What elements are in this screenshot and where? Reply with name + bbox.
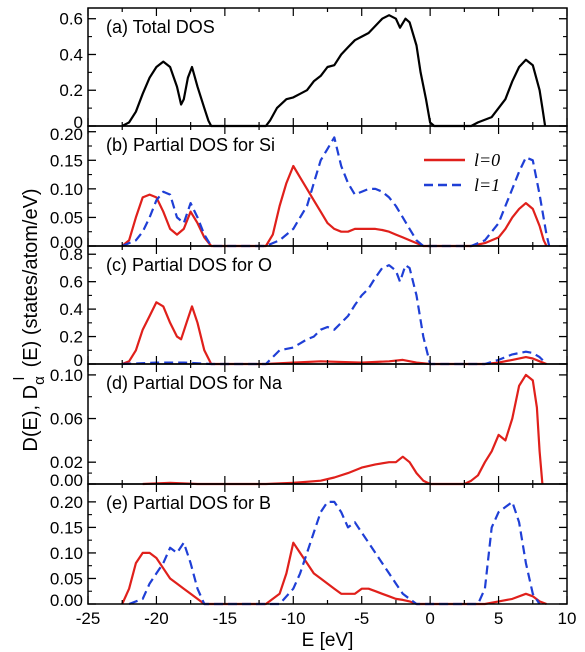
y-tick-label-a: 0: [74, 113, 83, 132]
y-tick-label-c: 0.6: [59, 273, 83, 292]
y-tick-label-c: 0.4: [59, 300, 83, 319]
legend-label-0: l=0: [474, 150, 500, 170]
y-tick-label-d: 0.10: [50, 366, 83, 385]
legend-label-1: l=1: [474, 175, 500, 195]
y-tick-label-d: 0.00: [50, 471, 83, 490]
panel-b: 0.00 0.05 0.10 0.15 0.20 (b) Partial DOS for …: [50, 125, 568, 252]
x-tick-label: 10: [558, 609, 577, 628]
x-axis-title: E [eV]: [302, 630, 354, 651]
series-line-b-0: [121, 164, 548, 248]
panel-title-e: (e) Partial DOS for B: [106, 493, 271, 513]
y-tick-label-b: 0.20: [50, 125, 83, 144]
series-line-b-1: [121, 136, 551, 248]
y-axis-title: D(E), Dαl (E) (states/atom/eV): [11, 188, 48, 451]
panel-title-d: (d) Partial DOS for Na: [106, 373, 283, 393]
x-tick-label: -20: [144, 609, 169, 628]
y-tick-label-d: 0.02: [50, 453, 83, 472]
y-tick-label-c: 0.8: [59, 245, 83, 264]
series-line-c-0: [121, 301, 547, 366]
y-tick-label-e: 0.05: [50, 569, 83, 588]
x-tick-label: -15: [213, 609, 238, 628]
series-line-a-0: [121, 14, 547, 128]
x-tick-label: 0: [425, 609, 434, 628]
panel-e: 0.00 0.05 0.10 0.15 0.20 (e) Partial DOS for …: [50, 483, 568, 610]
panel-title-b: (b) Partial DOS for Si: [106, 135, 275, 155]
x-tick-label: -25: [76, 609, 101, 628]
y-tick-label-c: 0.2: [59, 328, 83, 347]
x-tick-label: -5: [354, 609, 369, 628]
x-tick-label: -10: [281, 609, 306, 628]
x-tick-label: 5: [494, 609, 503, 628]
x-axis: -25 -20 -15 -10 -5 0 5 10 E [eV]: [76, 609, 577, 651]
y-tick-label-b: 0.10: [50, 180, 83, 199]
y-tick-label-a: 0.4: [59, 45, 83, 64]
y-tick-label-a: 0.2: [59, 81, 83, 100]
y-tick-label-e: 0.15: [50, 518, 83, 537]
y-tick-label-a: 0.6: [59, 10, 83, 29]
y-tick-label-b: 0.05: [50, 208, 83, 227]
series-line-d-0: [142, 373, 544, 486]
y-tick-label-e: 0.20: [50, 493, 83, 512]
y-tick-label-e: 0.00: [50, 591, 83, 610]
y-tick-label-b: 0.00: [50, 233, 83, 252]
y-tick-label-d: 0.06: [50, 410, 83, 429]
panel-a: 0 0.2 0.4 0.6 (a) Total DOS: [59, 7, 568, 132]
panel-c: 0 0.2 0.4 0.6 0.8 (c) Partial DOS for O: [59, 245, 568, 370]
y-tick-label-b: 0.15: [50, 151, 83, 170]
chart-panels: 00.20.40.6 (a) Total DOS0.000.050.100.150…: [50, 7, 568, 610]
y-axis-label: D(E), Dαl (E) (states/atom/eV): [11, 188, 48, 451]
y-tick-label-c: 0: [74, 351, 83, 370]
series-line-e-1: [128, 500, 541, 606]
panel-title-c: (c) Partial DOS for O: [106, 255, 272, 275]
panel-title-a: (a) Total DOS: [106, 17, 215, 37]
series-line-c-1: [122, 264, 548, 366]
y-tick-label-e: 0.10: [50, 544, 83, 563]
legend: l=0l=1: [424, 150, 500, 195]
panel-d: 0.000.02 0.06 0.10 (d) Partial DOS for Na: [50, 363, 568, 490]
